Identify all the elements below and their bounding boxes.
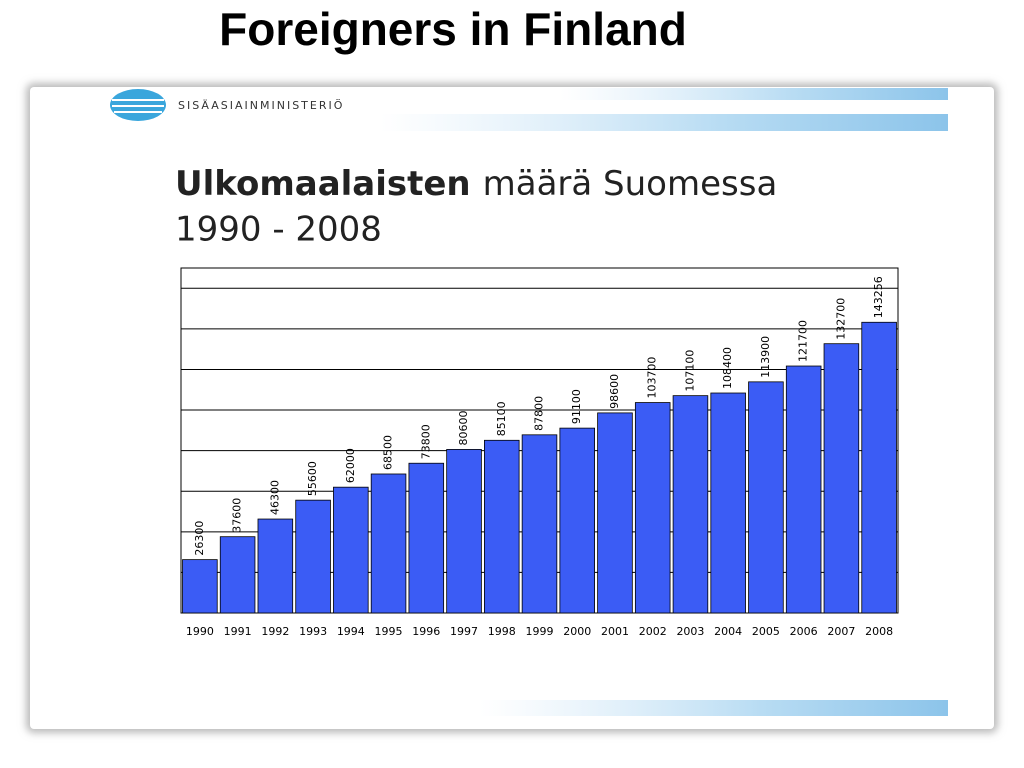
x-tick-label: 2006	[790, 625, 818, 638]
decor-band	[380, 114, 948, 131]
data-label: 73800	[419, 424, 432, 459]
bar	[672, 395, 709, 614]
x-tick-label: 1992	[261, 625, 289, 638]
chart-title-bold: Ulkomaalaisten	[175, 164, 471, 204]
bar	[295, 499, 331, 614]
bar	[521, 434, 558, 614]
x-tick-label: 2005	[752, 625, 780, 638]
x-tick-label: 2001	[601, 625, 629, 638]
logo-lines	[112, 99, 164, 113]
data-label: 80600	[457, 410, 470, 445]
x-tick-label: 1999	[526, 625, 554, 638]
logo-text: SISÄASIAINMINISTERIÖ	[178, 99, 344, 112]
decor-band	[480, 700, 948, 716]
data-label: 108400	[721, 347, 734, 389]
data-label: 121700	[797, 320, 810, 362]
x-tick-label: 1991	[224, 625, 252, 638]
x-tick-label: 1995	[375, 625, 403, 638]
data-label: 55600	[306, 461, 319, 496]
data-label: 132700	[834, 298, 847, 340]
x-tick-label: 2002	[639, 625, 667, 638]
data-label: 91100	[570, 389, 583, 424]
x-tick-label: 2000	[563, 625, 591, 638]
bar	[446, 449, 482, 614]
data-label: 37600	[231, 498, 244, 533]
decor-band	[560, 88, 948, 100]
bar	[370, 473, 407, 614]
bar	[748, 381, 784, 614]
bar	[408, 462, 445, 614]
bar	[219, 536, 256, 614]
bar	[634, 402, 671, 614]
x-tick-label: 1990	[186, 625, 214, 638]
bar	[785, 365, 822, 614]
data-label: 103700	[646, 357, 659, 399]
chart-subtitle: 1990 - 2008	[175, 210, 382, 250]
x-tick-label: 1998	[488, 625, 516, 638]
x-tick-label: 1993	[299, 625, 327, 638]
bar	[333, 486, 369, 614]
chart-title: Ulkomaalaisten määrä Suomessa	[175, 164, 777, 204]
data-label: 107100	[683, 350, 696, 392]
bar	[861, 321, 897, 614]
bar	[710, 392, 746, 614]
page-title: Foreigners in Finland	[219, 3, 687, 55]
data-label: 62000	[344, 448, 357, 483]
x-tick-label: 1994	[337, 625, 365, 638]
bar	[823, 343, 860, 614]
data-label: 46300	[268, 480, 281, 515]
data-label: 113900	[759, 336, 772, 378]
data-label: 98600	[608, 374, 621, 409]
x-tick-label: 2007	[827, 625, 855, 638]
chart-title-rest: määrä Suomessa	[483, 164, 778, 204]
bar	[484, 439, 520, 614]
bar	[559, 427, 595, 614]
data-label: 85100	[495, 401, 508, 436]
x-tick-label: 2004	[714, 625, 742, 638]
x-tick-label: 1996	[412, 625, 440, 638]
bar	[257, 518, 294, 614]
data-label: 143256	[872, 276, 885, 318]
bar	[182, 559, 218, 614]
x-tick-label: 1997	[450, 625, 478, 638]
data-label: 68500	[382, 435, 395, 470]
bar	[597, 412, 633, 614]
data-label: 87800	[533, 396, 546, 431]
data-label: 26300	[193, 521, 206, 556]
x-tick-label: 2008	[865, 625, 893, 638]
x-tick-label: 2003	[676, 625, 704, 638]
